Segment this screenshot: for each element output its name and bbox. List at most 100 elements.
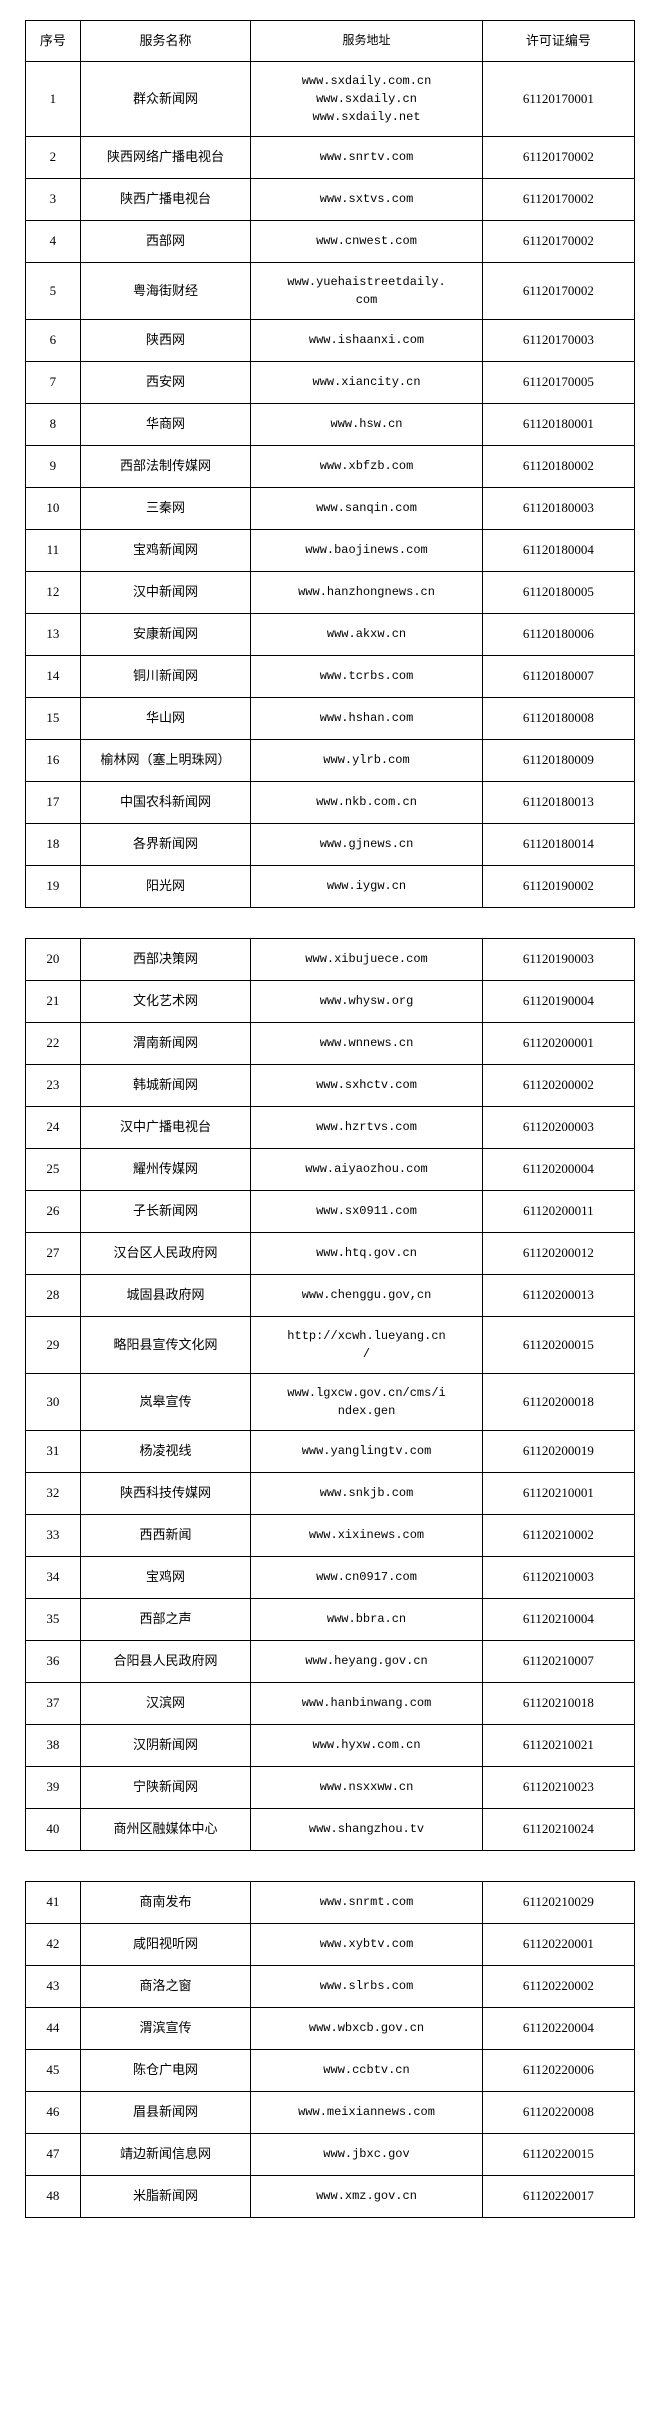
table-row: 46眉县新闻网www.meixiannews.com61120220008: [26, 2091, 635, 2133]
cell-addr: www.lgxcw.gov.cn/cms/index.gen: [251, 1373, 482, 1430]
cell-name: 眉县新闻网: [80, 2091, 251, 2133]
addr-line: www.htq.gov.cn: [255, 1244, 477, 1262]
cell-addr: www.snrtv.com: [251, 136, 482, 178]
cell-addr: www.baojinews.com: [251, 529, 482, 571]
cell-addr: www.aiyaozhou.com: [251, 1148, 482, 1190]
table-row: 1群众新闻网www.sxdaily.com.cnwww.sxdaily.cnww…: [26, 61, 635, 136]
cell-license: 61120220006: [482, 2049, 634, 2091]
cell-license: 61120190003: [482, 938, 634, 980]
addr-line: www.sxdaily.net: [255, 108, 477, 126]
cell-addr: www.hyxw.com.cn: [251, 1724, 482, 1766]
cell-name: 商州区融媒体中心: [80, 1808, 251, 1850]
table-row: 22渭南新闻网www.wnnews.cn61120200001: [26, 1022, 635, 1064]
cell-seq: 36: [26, 1640, 81, 1682]
cell-seq: 1: [26, 61, 81, 136]
table-row: 9西部法制传媒网www.xbfzb.com61120180002: [26, 445, 635, 487]
cell-seq: 34: [26, 1556, 81, 1598]
cell-addr: www.xibujuece.com: [251, 938, 482, 980]
header-license: 许可证编号: [482, 21, 634, 62]
data-table: 41商南发布www.snrmt.com6112021002942咸阳视听网www…: [25, 1881, 635, 2218]
cell-seq: 29: [26, 1316, 81, 1373]
cell-addr: www.hanzhongnews.cn: [251, 571, 482, 613]
cell-name: 西安网: [80, 361, 251, 403]
cell-seq: 7: [26, 361, 81, 403]
cell-name: 陈仓广电网: [80, 2049, 251, 2091]
cell-license: 61120180003: [482, 487, 634, 529]
table-row: 20西部决策网www.xibujuece.com61120190003: [26, 938, 635, 980]
cell-addr: www.gjnews.cn: [251, 823, 482, 865]
table-row: 40商州区融媒体中心www.shangzhou.tv61120210024: [26, 1808, 635, 1850]
addr-line: www.baojinews.com: [255, 541, 477, 559]
cell-license: 61120200018: [482, 1373, 634, 1430]
cell-seq: 28: [26, 1274, 81, 1316]
cell-seq: 23: [26, 1064, 81, 1106]
table-row: 27汉台区人民政府网www.htq.gov.cn61120200012: [26, 1232, 635, 1274]
addr-line: www.xmz.gov.cn: [255, 2187, 477, 2205]
addr-line: www.aiyaozhou.com: [255, 1160, 477, 1178]
addr-line: www.lgxcw.gov.cn/cms/i: [255, 1384, 477, 1402]
cell-license: 61120180005: [482, 571, 634, 613]
cell-addr: www.ishaanxi.com: [251, 319, 482, 361]
addr-line: www.iygw.cn: [255, 877, 477, 895]
table-row: 25耀州传媒网www.aiyaozhou.com61120200004: [26, 1148, 635, 1190]
cell-seq: 30: [26, 1373, 81, 1430]
addr-line: www.xibujuece.com: [255, 950, 477, 968]
cell-name: 文化艺术网: [80, 980, 251, 1022]
cell-license: 61120220008: [482, 2091, 634, 2133]
cell-license: 61120180004: [482, 529, 634, 571]
addr-line: www.jbxc.gov: [255, 2145, 477, 2163]
addr-line: www.nkb.com.cn: [255, 793, 477, 811]
cell-license: 61120180008: [482, 697, 634, 739]
addr-line: www.sanqin.com: [255, 499, 477, 517]
cell-name: 陕西网: [80, 319, 251, 361]
cell-name: 汉滨网: [80, 1682, 251, 1724]
cell-addr: www.cnwest.com: [251, 220, 482, 262]
cell-name: 靖边新闻信息网: [80, 2133, 251, 2175]
addr-line: www.sxhctv.com: [255, 1076, 477, 1094]
cell-seq: 47: [26, 2133, 81, 2175]
data-table: 序号服务名称服务地址许可证编号1群众新闻网www.sxdaily.com.cnw…: [25, 20, 635, 908]
cell-seq: 39: [26, 1766, 81, 1808]
cell-addr: www.iygw.cn: [251, 865, 482, 907]
cell-name: 杨凌视线: [80, 1430, 251, 1472]
cell-license: 61120200012: [482, 1232, 634, 1274]
cell-name: 子长新闻网: [80, 1190, 251, 1232]
cell-addr: www.shangzhou.tv: [251, 1808, 482, 1850]
addr-line: www.ishaanxi.com: [255, 331, 477, 349]
cell-name: 宁陕新闻网: [80, 1766, 251, 1808]
table-row: 38汉阴新闻网www.hyxw.com.cn61120210021: [26, 1724, 635, 1766]
addr-line: www.meixiannews.com: [255, 2103, 477, 2121]
table-row: 10三秦网www.sanqin.com61120180003: [26, 487, 635, 529]
table-row: 12汉中新闻网www.hanzhongnews.cn61120180005: [26, 571, 635, 613]
addr-line: www.yanglingtv.com: [255, 1442, 477, 1460]
addr-line: www.cn0917.com: [255, 1568, 477, 1586]
cell-license: 61120180007: [482, 655, 634, 697]
cell-name: 汉台区人民政府网: [80, 1232, 251, 1274]
cell-seq: 41: [26, 1881, 81, 1923]
cell-name: 渭滨宣传: [80, 2007, 251, 2049]
cell-seq: 15: [26, 697, 81, 739]
cell-seq: 6: [26, 319, 81, 361]
addr-line: www.gjnews.cn: [255, 835, 477, 853]
addr-line: www.xixinews.com: [255, 1526, 477, 1544]
cell-name: 汉阴新闻网: [80, 1724, 251, 1766]
cell-license: 61120200004: [482, 1148, 634, 1190]
cell-license: 61120220004: [482, 2007, 634, 2049]
table-row: 16榆林网（塞上明珠网）www.ylrb.com61120180009: [26, 739, 635, 781]
cell-license: 61120180002: [482, 445, 634, 487]
table-row: 23韩城新闻网www.sxhctv.com61120200002: [26, 1064, 635, 1106]
cell-addr: www.hsw.cn: [251, 403, 482, 445]
cell-name: 宝鸡新闻网: [80, 529, 251, 571]
cell-addr: www.nkb.com.cn: [251, 781, 482, 823]
cell-license: 61120180014: [482, 823, 634, 865]
cell-seq: 45: [26, 2049, 81, 2091]
addr-line: www.hzrtvs.com: [255, 1118, 477, 1136]
cell-addr: www.sxhctv.com: [251, 1064, 482, 1106]
cell-seq: 10: [26, 487, 81, 529]
cell-addr: www.chenggu.gov,cn: [251, 1274, 482, 1316]
cell-addr: www.jbxc.gov: [251, 2133, 482, 2175]
addr-line: www.snrmt.com: [255, 1893, 477, 1911]
cell-seq: 24: [26, 1106, 81, 1148]
table-row: 14铜川新闻网www.tcrbs.com61120180007: [26, 655, 635, 697]
header-seq: 序号: [26, 21, 81, 62]
